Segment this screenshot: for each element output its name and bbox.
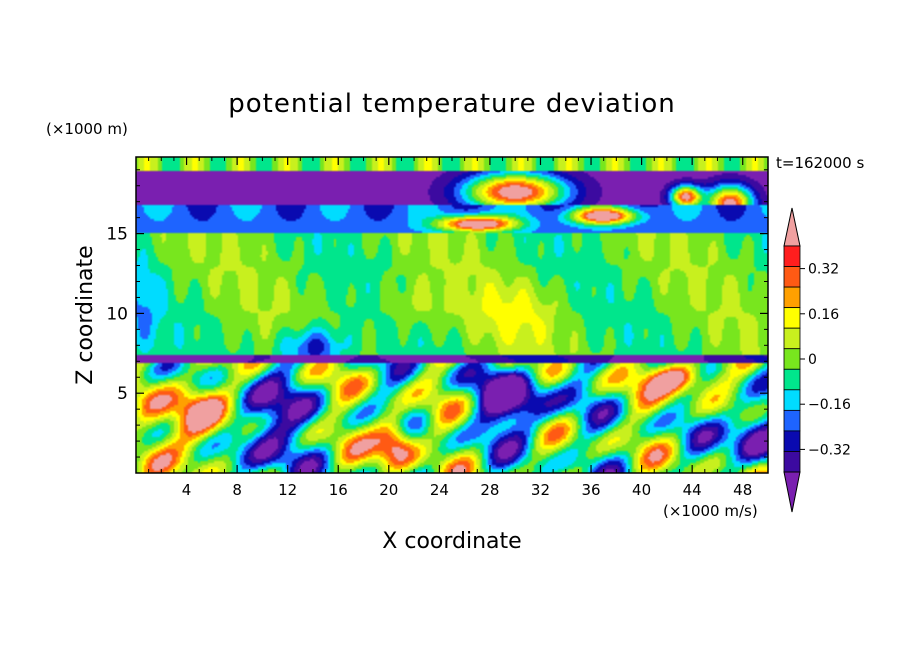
x-tick-label: 32 — [531, 481, 550, 499]
colorbar-bin — [783, 307, 801, 329]
x-tick-label: 40 — [632, 481, 651, 499]
colorbar-label: −0.32 — [808, 442, 851, 458]
colorbar-label: 0.16 — [808, 307, 839, 323]
x-unit-label: (×1000 m/s) — [663, 502, 758, 520]
x-tick-label: 44 — [683, 481, 702, 499]
colorbar-label: 0 — [808, 352, 817, 368]
colorbar-bin — [783, 286, 801, 309]
x-tick-label: 36 — [581, 481, 600, 499]
colorbar-label: −0.16 — [808, 397, 851, 413]
colorbar-max-triangle — [783, 207, 801, 247]
contour-field — [136, 157, 768, 473]
colorbar-bin — [783, 430, 801, 452]
colorbar-bin — [783, 451, 801, 473]
y-tick-label: 10 — [106, 304, 128, 324]
colorbar: 0.32 0.16 0 −0.16 −0.32 — [783, 207, 851, 513]
chart-title: potential temperature deviation — [228, 89, 675, 119]
x-tick-label: 4 — [182, 481, 192, 499]
y-axis-title: Z coordinate — [73, 245, 98, 384]
x-tick-label: 12 — [278, 481, 297, 499]
x-tick-label: 28 — [480, 481, 499, 499]
colorbar-bin — [783, 389, 801, 411]
x-tick-label: 8 — [232, 481, 242, 499]
colorbar-bin — [783, 266, 801, 288]
time-label: t=162000 s — [776, 154, 864, 172]
colorbar-label: 0.32 — [808, 262, 839, 278]
x-tick-label: 48 — [733, 481, 752, 499]
colorbar-bin — [783, 348, 801, 370]
colorbar-bin — [783, 327, 801, 350]
colorbar-bin — [783, 409, 801, 432]
colorbar-min-triangle — [783, 471, 801, 513]
colorbar-bin — [783, 245, 801, 267]
x-axis-ticks: 4 8 12 16 20 24 28 32 36 40 44 48 — [148, 157, 756, 499]
x-tick-label: 16 — [329, 481, 348, 499]
y-tick-label: 15 — [106, 225, 128, 245]
colorbar-bin — [783, 368, 801, 391]
y-tick-label: 5 — [117, 384, 128, 404]
y-unit-label: (×1000 m) — [46, 120, 128, 138]
y-axis-ticks: 5 10 15 — [106, 169, 768, 458]
x-tick-label: 24 — [430, 481, 449, 499]
x-axis-title: X coordinate — [382, 529, 521, 554]
x-tick-label: 20 — [379, 481, 398, 499]
